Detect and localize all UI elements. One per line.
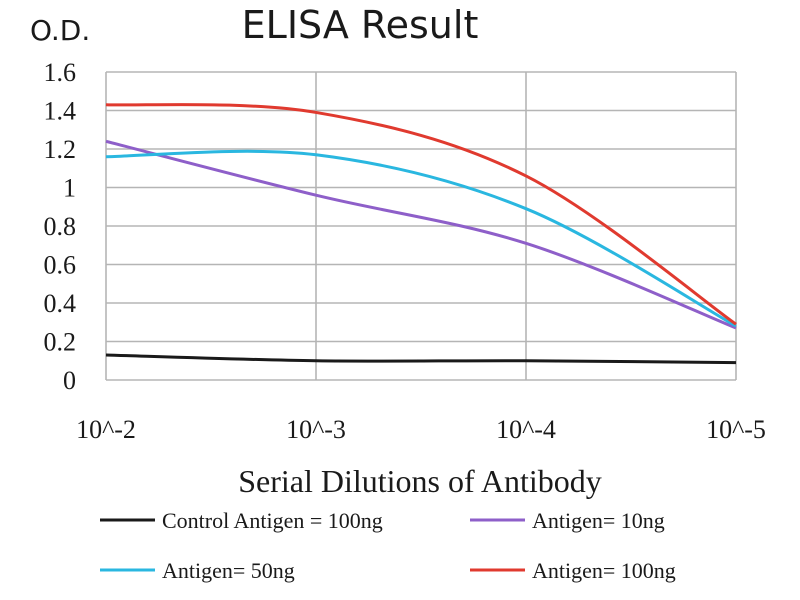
y-tick-label: 1.2 <box>44 135 77 164</box>
series-lines <box>105 103 737 365</box>
x-tick-labels: 10^-2 10^-3 10^-4 10^-5 <box>76 415 766 444</box>
y-axis-label: O.D. <box>30 14 90 47</box>
x-tick-label: 10^-3 <box>286 415 346 444</box>
y-tick-label: 1.6 <box>44 58 77 87</box>
legend-label: Antigen= 50ng <box>162 558 295 583</box>
series-line <box>105 353 737 365</box>
y-tick-label: 1 <box>63 174 76 203</box>
series-line <box>105 149 737 328</box>
x-tick-label: 10^-5 <box>706 415 766 444</box>
y-tick-label: 0.2 <box>44 328 77 357</box>
y-tick-label: 0.6 <box>44 251 77 280</box>
chart-title: ELISA Result <box>242 3 479 47</box>
x-tick-label: 10^-4 <box>496 415 556 444</box>
y-tick-label: 1.4 <box>44 97 77 126</box>
y-tick-label: 0.4 <box>44 289 77 318</box>
x-tick-label: 10^-2 <box>76 415 136 444</box>
series-line <box>105 103 737 326</box>
legend-label: Antigen= 10ng <box>532 508 665 533</box>
series-line <box>105 139 737 330</box>
x-axis-label: Serial Dilutions of Antibody <box>238 463 602 499</box>
y-tick-label: 0.8 <box>44 212 77 241</box>
grid-lines <box>105 71 737 381</box>
y-tick-labels: 0 0.2 0.4 0.6 0.8 1 1.2 1.4 1.6 <box>44 58 77 395</box>
legend: Control Antigen = 100ng Antigen= 10ng Anti… <box>100 508 676 583</box>
legend-label: Control Antigen = 100ng <box>162 508 383 533</box>
y-tick-label: 0 <box>63 366 76 395</box>
legend-label: Antigen= 100ng <box>532 558 676 583</box>
